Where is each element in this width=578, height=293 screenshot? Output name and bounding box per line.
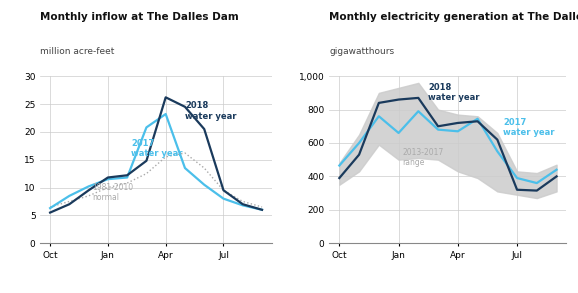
Text: Monthly electricity generation at The Dalles Dam: Monthly electricity generation at The Da…: [329, 12, 578, 22]
Text: 1981-2010
normal: 1981-2010 normal: [92, 183, 134, 202]
Text: gigawatthours: gigawatthours: [329, 47, 395, 56]
Text: 2017
water year: 2017 water year: [503, 118, 555, 137]
Text: 2018
water year: 2018 water year: [185, 101, 236, 121]
Text: 2017
water year: 2017 water year: [131, 139, 183, 158]
Text: million acre-feet: million acre-feet: [40, 47, 115, 56]
Text: Monthly inflow at The Dalles Dam: Monthly inflow at The Dalles Dam: [40, 12, 239, 22]
Text: 2013-2017
range: 2013-2017 range: [402, 148, 444, 167]
Text: 2018
water year: 2018 water year: [428, 83, 480, 102]
